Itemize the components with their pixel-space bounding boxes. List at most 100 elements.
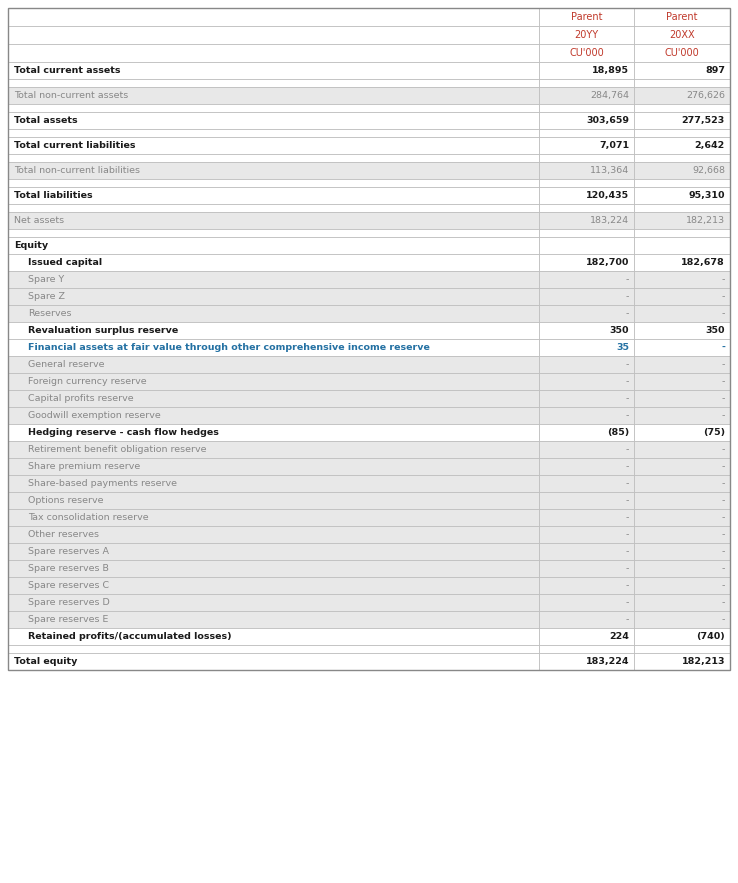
Bar bbox=[539, 492, 635, 509]
Text: 120,435: 120,435 bbox=[586, 191, 630, 200]
Bar bbox=[539, 594, 635, 611]
Text: Options reserve: Options reserve bbox=[28, 496, 103, 505]
Bar bbox=[8, 526, 539, 543]
Text: Total liabilities: Total liabilities bbox=[14, 191, 93, 200]
Bar bbox=[539, 305, 635, 322]
Bar bbox=[539, 212, 635, 229]
Text: -: - bbox=[722, 598, 725, 607]
Text: -: - bbox=[722, 462, 725, 471]
Bar bbox=[8, 424, 539, 441]
Text: Capital profits reserve: Capital profits reserve bbox=[28, 394, 134, 403]
Bar bbox=[8, 560, 539, 577]
Text: -: - bbox=[626, 445, 630, 454]
Bar bbox=[8, 271, 539, 288]
Bar bbox=[539, 322, 635, 339]
Bar bbox=[635, 62, 730, 79]
Text: 183,224: 183,224 bbox=[586, 657, 630, 666]
Bar bbox=[8, 594, 539, 611]
Text: 182,700: 182,700 bbox=[586, 258, 630, 267]
Bar bbox=[539, 237, 635, 254]
Text: 350: 350 bbox=[610, 326, 630, 335]
Bar bbox=[635, 373, 730, 390]
Bar bbox=[539, 137, 635, 154]
Text: (75): (75) bbox=[703, 428, 725, 437]
Text: -: - bbox=[626, 530, 630, 539]
Bar bbox=[635, 104, 730, 112]
Bar bbox=[8, 390, 539, 407]
Text: 303,659: 303,659 bbox=[586, 116, 630, 125]
Text: -: - bbox=[722, 479, 725, 488]
Text: (740): (740) bbox=[696, 632, 725, 641]
Bar bbox=[8, 212, 539, 229]
Bar bbox=[8, 112, 539, 129]
Bar bbox=[635, 288, 730, 305]
Bar bbox=[539, 645, 635, 653]
Text: Issued capital: Issued capital bbox=[28, 258, 102, 267]
Text: Spare reserves A: Spare reserves A bbox=[28, 547, 109, 556]
Bar bbox=[635, 509, 730, 526]
Bar bbox=[539, 104, 635, 112]
Bar bbox=[8, 458, 539, 475]
Text: Total non-current assets: Total non-current assets bbox=[14, 91, 128, 100]
Bar bbox=[635, 137, 730, 154]
Bar bbox=[539, 112, 635, 129]
Bar bbox=[635, 653, 730, 670]
Bar bbox=[539, 424, 635, 441]
Text: Retirement benefit obligation reserve: Retirement benefit obligation reserve bbox=[28, 445, 207, 454]
Text: -: - bbox=[626, 360, 630, 369]
Bar bbox=[8, 87, 539, 104]
Bar bbox=[635, 237, 730, 254]
Text: 7,071: 7,071 bbox=[599, 141, 630, 150]
Bar bbox=[635, 526, 730, 543]
Text: Parent: Parent bbox=[666, 12, 698, 22]
Bar bbox=[635, 271, 730, 288]
Bar bbox=[8, 179, 539, 187]
Text: -: - bbox=[626, 496, 630, 505]
Text: -: - bbox=[722, 615, 725, 624]
Bar bbox=[8, 154, 539, 162]
Bar bbox=[539, 187, 635, 204]
Bar bbox=[539, 204, 635, 212]
Bar bbox=[539, 229, 635, 237]
Text: -: - bbox=[626, 547, 630, 556]
Bar bbox=[635, 79, 730, 87]
Bar bbox=[635, 8, 730, 26]
Text: -: - bbox=[722, 309, 725, 318]
Text: -: - bbox=[722, 377, 725, 386]
Text: CU'000: CU'000 bbox=[665, 48, 700, 58]
Bar bbox=[539, 543, 635, 560]
Bar bbox=[539, 526, 635, 543]
Bar bbox=[635, 187, 730, 204]
Text: -: - bbox=[722, 564, 725, 573]
Text: 277,523: 277,523 bbox=[682, 116, 725, 125]
Bar bbox=[635, 441, 730, 458]
Text: -: - bbox=[626, 615, 630, 624]
Text: Retained profits/(accumulated losses): Retained profits/(accumulated losses) bbox=[28, 632, 232, 641]
Bar bbox=[635, 356, 730, 373]
Text: 35: 35 bbox=[616, 343, 630, 352]
Text: Spare reserves C: Spare reserves C bbox=[28, 581, 109, 590]
Bar bbox=[8, 137, 539, 154]
Bar bbox=[539, 87, 635, 104]
Bar bbox=[635, 229, 730, 237]
Bar bbox=[8, 492, 539, 509]
Text: 182,213: 182,213 bbox=[681, 657, 725, 666]
Bar bbox=[635, 645, 730, 653]
Bar bbox=[635, 212, 730, 229]
Bar bbox=[635, 112, 730, 129]
Bar bbox=[539, 475, 635, 492]
Text: Revaluation surplus reserve: Revaluation surplus reserve bbox=[28, 326, 179, 335]
Text: Net assets: Net assets bbox=[14, 216, 64, 225]
Bar bbox=[8, 441, 539, 458]
Bar bbox=[8, 509, 539, 526]
Text: -: - bbox=[626, 462, 630, 471]
Text: Spare reserves D: Spare reserves D bbox=[28, 598, 110, 607]
Bar bbox=[539, 577, 635, 594]
Text: Reserves: Reserves bbox=[28, 309, 72, 318]
Bar bbox=[8, 611, 539, 628]
Bar bbox=[8, 288, 539, 305]
Text: -: - bbox=[626, 309, 630, 318]
Text: -: - bbox=[722, 445, 725, 454]
Bar bbox=[539, 44, 635, 62]
Bar bbox=[539, 179, 635, 187]
